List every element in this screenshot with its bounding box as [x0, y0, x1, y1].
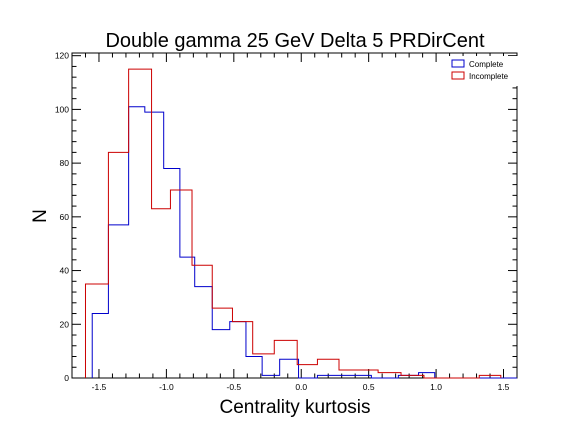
histogram-outline [92, 107, 517, 378]
histogram-bin [230, 322, 246, 378]
series-incomplete [85, 69, 500, 378]
histogram-bin [92, 314, 108, 378]
series-layer [85, 69, 517, 378]
legend-entry: Incomplete [469, 72, 509, 81]
histogram-bin [212, 308, 232, 378]
legend: Complete Incomplete [445, 56, 518, 86]
x-tick-label: 1.5 [498, 382, 510, 392]
plot-area [72, 53, 517, 378]
series-complete [92, 107, 517, 378]
histogram-bin [195, 287, 213, 378]
histogram-bin [129, 69, 152, 378]
histogram-bin [280, 359, 299, 378]
y-tick-label: 60 [60, 212, 70, 222]
histogram-bin [339, 370, 378, 378]
histogram-bin [378, 373, 401, 378]
x-tick-label: 1.0 [430, 382, 442, 392]
y-tick-label: 40 [60, 266, 70, 276]
x-tick-label: -1.0 [159, 382, 174, 392]
axis-ticks [72, 53, 517, 378]
y-tick-label: 20 [60, 319, 70, 329]
histogram-bin [212, 330, 230, 378]
histogram-bin [85, 284, 108, 378]
y-tick-label: 120 [55, 51, 69, 61]
histogram-bin [253, 354, 275, 378]
histogram-bin [152, 209, 171, 378]
histogram-bin [129, 107, 145, 378]
plot-frame [72, 53, 517, 378]
histogram-bin [145, 112, 164, 378]
x-tick-label: -1.5 [92, 382, 107, 392]
histogram-bin [108, 152, 128, 378]
x-axis-label: Centrality kurtosis [220, 397, 371, 418]
y-tick-label: 0 [64, 373, 69, 383]
histogram-bin [232, 322, 252, 378]
histogram-bin [108, 225, 128, 378]
y-axis-label: N [30, 209, 51, 223]
chart-title: Double gamma 25 GeV Delta 5 PRDirCent [105, 30, 485, 52]
histogram-bin [170, 190, 192, 378]
legend-entry: Complete [469, 60, 504, 69]
y-tick-label: 80 [60, 158, 70, 168]
histogram-outline [85, 69, 500, 378]
x-tick-label: -0.5 [226, 382, 241, 392]
histogram-bin [164, 168, 180, 378]
x-tick-label: 0.0 [295, 382, 307, 392]
histogram-bin [180, 257, 195, 378]
y-tick-label: 100 [55, 104, 69, 114]
x-tick-label: 0.5 [363, 382, 375, 392]
histogram-bin [246, 357, 262, 378]
